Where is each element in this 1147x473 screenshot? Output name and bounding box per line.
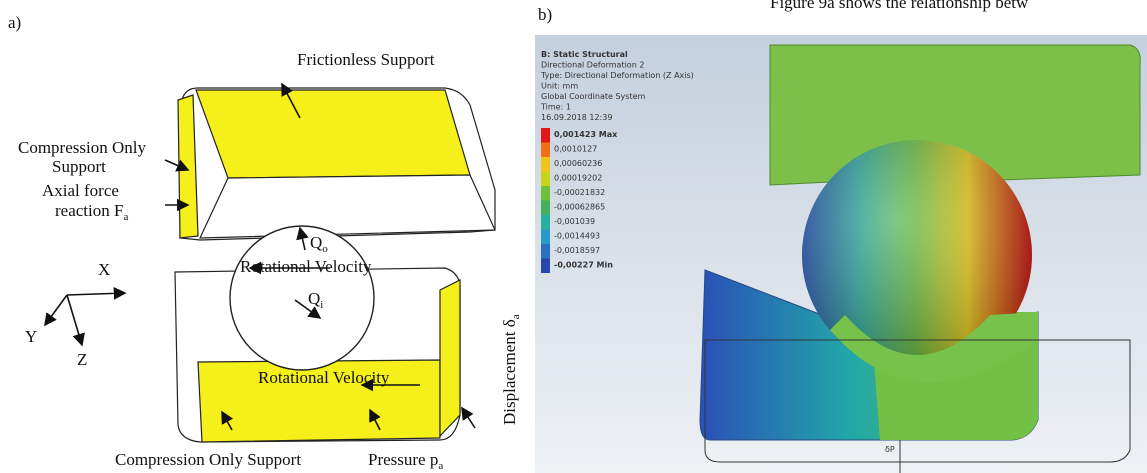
delta-p: δP [885, 445, 895, 454]
legend-swatch [541, 172, 550, 187]
legend-label: 0,00019202 [554, 174, 602, 183]
legend-swatch [541, 230, 550, 245]
legend-swatch [541, 128, 550, 143]
legend-swatch [541, 201, 550, 216]
body-text: Figure 9a shows the relationship betw [770, 0, 1029, 12]
paragraph: Figure 9a shows the relationship betw [770, 0, 1029, 12]
legend-swatch [541, 215, 550, 230]
legend-swatch [541, 143, 550, 158]
panel-label: a) [8, 13, 21, 32]
pressure-label: Pressure pa [368, 450, 443, 472]
legend-label: -0,00021832 [554, 188, 605, 197]
header-line: Time: 1 [540, 103, 571, 112]
legend-label: -0,001039 [554, 217, 595, 226]
legend-label: -0,0014493 [554, 232, 600, 241]
displacement-label: Displacement δa [500, 314, 522, 425]
right-face [440, 280, 460, 436]
legend-swatch [541, 244, 550, 259]
compression-top-label: Compression Only [18, 138, 146, 157]
axial-label: reaction Fa [55, 201, 128, 223]
compression-top-label: Support [52, 157, 106, 176]
axial-label: Axial force [42, 181, 119, 200]
header-line: Type: Directional Deformation (Z Axis) [540, 71, 694, 80]
legend-label: -0,00227 Min [554, 261, 613, 270]
ball [230, 226, 374, 370]
panel-label: b) [538, 5, 552, 24]
axis-z: Z [77, 350, 87, 369]
legend-swatch [541, 157, 550, 172]
figure: Figure 9a shows the relationship betw a)… [0, 0, 1147, 473]
compression-bottom-label: Compression Only Support [115, 450, 301, 469]
header-line: Directional Deformation 2 [541, 61, 644, 70]
panel-a: a) Frictionless Support Compression Only… [8, 13, 522, 472]
panel-b: b) δP B: Static Structural Directional De… [535, 5, 1147, 473]
rot-vel-label: Rotational Velocity [240, 257, 372, 276]
legend-label: 0,0010127 [554, 145, 597, 154]
ring-front [200, 175, 495, 238]
axis-x: X [98, 260, 110, 279]
legend-label: -0,0018597 [554, 246, 600, 255]
header-line: Unit: mm [541, 82, 578, 91]
header-line: 16.09.2018 12:39 [541, 113, 612, 122]
legend-label: 0,001423 Max [554, 130, 618, 139]
header-line: Global Coordinate System [541, 92, 646, 101]
legend-label: -0,00062865 [554, 203, 605, 212]
legend-label: 0,00060236 [554, 159, 602, 168]
legend-swatch [541, 186, 550, 201]
axis-y: Y [25, 327, 37, 346]
rot-vel-ring-label: Rotational Velocity [258, 368, 390, 387]
header-line: B: Static Structural [541, 50, 628, 59]
legend-swatch [541, 259, 550, 274]
top-face [196, 90, 470, 178]
frictionless-label: Frictionless Support [297, 50, 435, 69]
